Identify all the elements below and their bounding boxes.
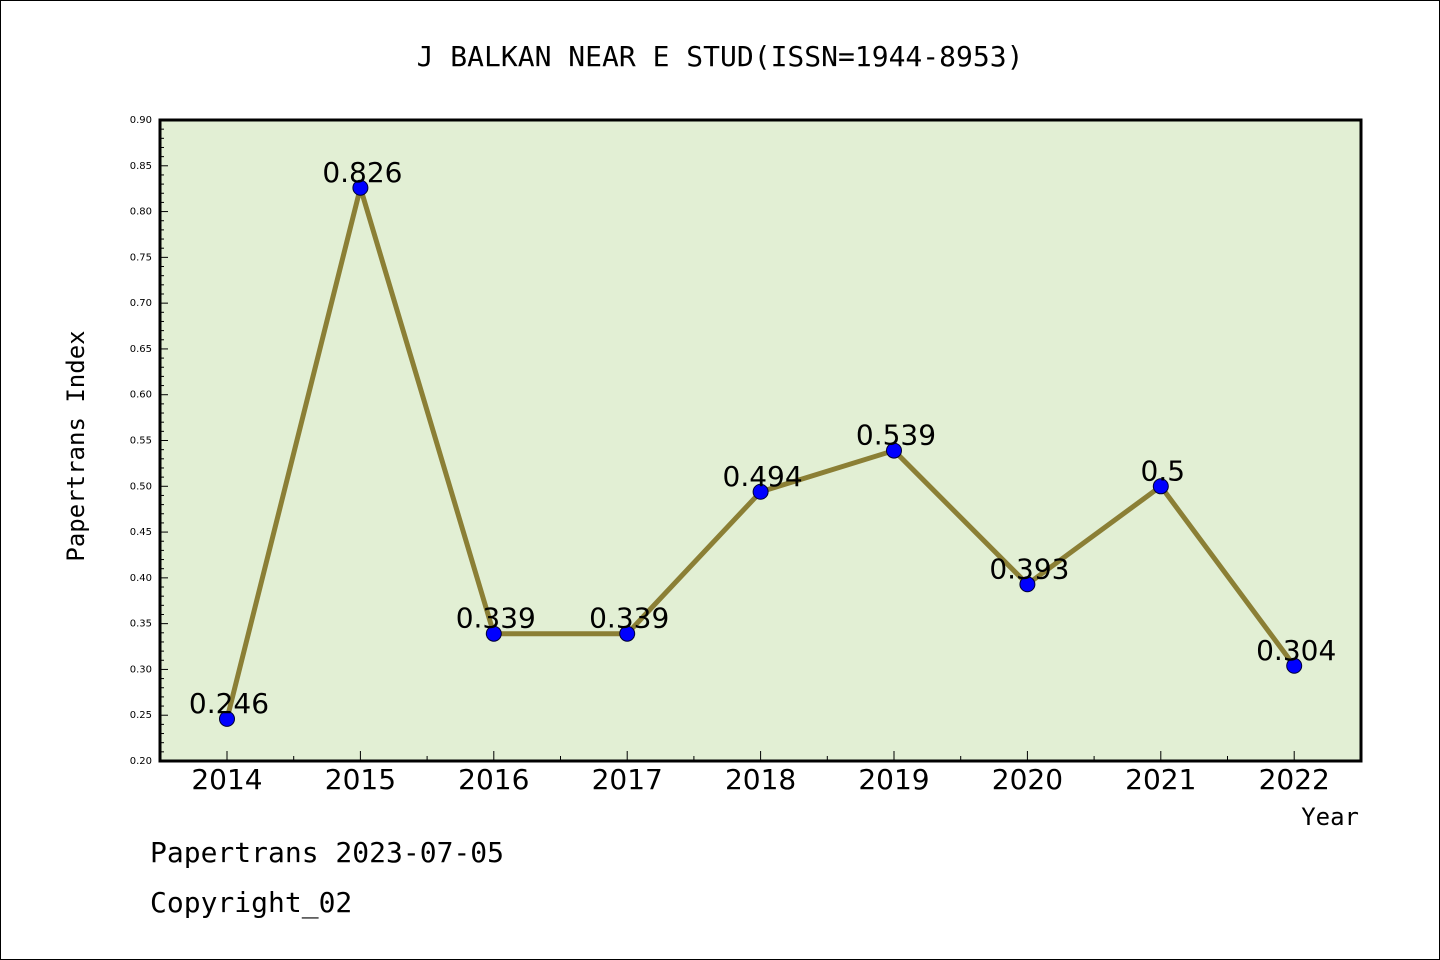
footer-date: Papertrans 2023-07-05: [150, 836, 505, 869]
x-tick-label: 2022: [1259, 763, 1330, 796]
y-tick-label: 0.70: [130, 298, 152, 309]
data-point: [485, 625, 502, 642]
x-tick-label: 2020: [992, 763, 1063, 796]
y-tick-label: 0.75: [130, 252, 152, 263]
data-point: [219, 710, 235, 727]
data-label: 0.393: [989, 552, 1069, 585]
data-label: 0.246: [189, 687, 269, 720]
y-tick-label: 0.35: [130, 619, 152, 630]
data-labels: 0.246 0.826 0.339 0.339 0.494 0.539 0.393 0.5 0.…: [189, 156, 1336, 720]
x-axis-title: Year: [1301, 803, 1359, 831]
data-point: [619, 625, 636, 642]
data-label: 0.539: [856, 419, 936, 452]
data-label: 0.5: [1141, 454, 1186, 487]
y-tick-label: 0.85: [130, 161, 152, 172]
x-tick-label: 2017: [592, 763, 663, 796]
plot-area: [160, 120, 1361, 761]
data-label: 0.494: [723, 460, 803, 493]
x-tick-label: 2015: [325, 763, 396, 796]
y-tick-label: 0.55: [130, 436, 152, 447]
data-point: [1152, 478, 1169, 495]
data-point: [1019, 576, 1036, 593]
data-point: [1286, 657, 1303, 674]
data-label: 0.304: [1256, 634, 1336, 667]
y-axis-title: Papertrans Index: [62, 330, 90, 561]
y-tick-label: 0.60: [130, 390, 152, 401]
data-label: 0.826: [322, 156, 402, 189]
data-point: [352, 179, 369, 196]
data-label: 0.339: [589, 602, 669, 635]
y-tick-label: 0.80: [130, 207, 152, 218]
y-tick-label: 0.50: [130, 481, 152, 492]
x-tick-label: 2021: [1125, 763, 1196, 796]
x-tick-label: 2018: [725, 763, 796, 796]
data-point: [752, 483, 769, 500]
y-tick-label: 0.25: [130, 710, 152, 721]
x-tick-label: 2016: [458, 763, 529, 796]
y-tick-label: 0.65: [130, 344, 152, 355]
plot-border: [158, 118, 1363, 763]
x-tick-label: 2019: [858, 763, 929, 796]
data-point: [886, 442, 902, 459]
data-points: [219, 179, 1303, 727]
y-tick-label: 0.90: [130, 115, 152, 126]
chart-title: J BALKAN NEAR E STUD(ISSN=1944-8953): [417, 40, 1024, 73]
footer-copyright: Copyright_02: [150, 886, 353, 919]
data-label: 0.339: [456, 602, 536, 635]
x-tick-label: 2014: [191, 763, 262, 796]
y-tick-label: 0.40: [130, 573, 152, 584]
y-tick-label: 0.20: [130, 756, 152, 767]
y-tick-label: 0.45: [130, 527, 152, 538]
x-axis-ticks: 2014 2015 2016 2017 2018 2019 2020 2021 2022: [191, 751, 1330, 796]
y-tick-label: 0.30: [130, 664, 152, 675]
